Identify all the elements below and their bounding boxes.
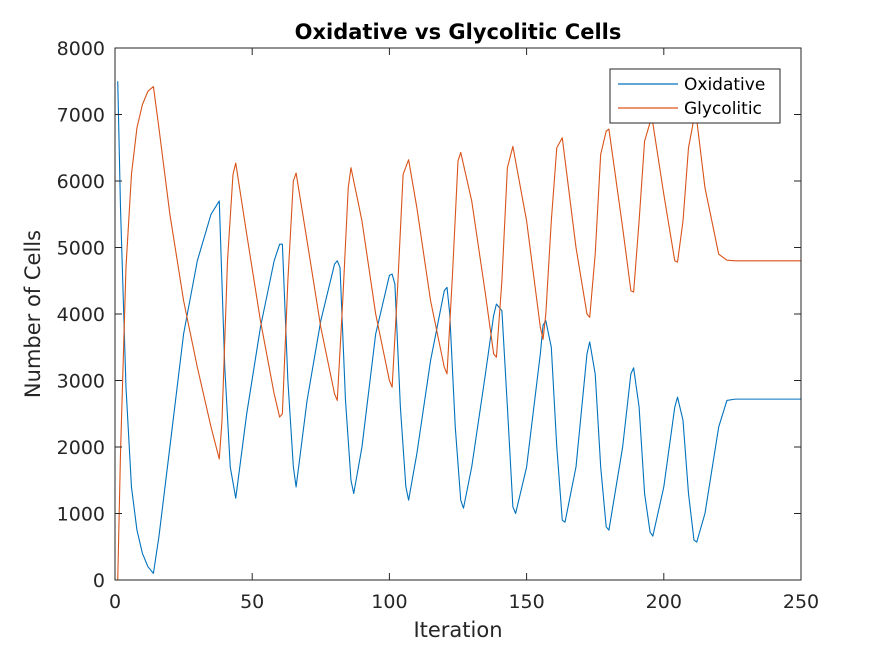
x-tick-label: 0 bbox=[109, 591, 121, 613]
legend-box bbox=[609, 68, 781, 124]
chart-title: Oxidative vs Glycolitic Cells bbox=[295, 20, 622, 44]
y-tick-label: 3000 bbox=[57, 371, 105, 393]
y-tick-label: 4000 bbox=[57, 304, 105, 326]
x-tick-label: 150 bbox=[508, 591, 544, 613]
plot-area bbox=[115, 48, 801, 580]
x-tick-label: 50 bbox=[240, 591, 264, 613]
y-axis-title: Number of Cells bbox=[21, 230, 45, 398]
x-tick-label: 250 bbox=[783, 591, 819, 613]
y-tick-label: 7000 bbox=[57, 105, 105, 127]
y-tick-label: 2000 bbox=[57, 437, 105, 459]
y-tick-label: 5000 bbox=[57, 238, 105, 260]
legend-label-glycolitic: Glycolitic bbox=[684, 99, 762, 119]
y-tick-label: 0 bbox=[93, 570, 105, 592]
x-axis-title: Iteration bbox=[413, 618, 502, 642]
y-tick-label: 6000 bbox=[57, 171, 105, 193]
y-tick-label: 1000 bbox=[57, 504, 105, 526]
ticks-layer: 0 50 100 150 200 250 0 1000 2000 3000 4000 5000 6000… bbox=[57, 38, 819, 613]
y-tick-label: 8000 bbox=[57, 38, 105, 60]
x-tick-label: 200 bbox=[646, 591, 682, 613]
series-line-oxidative bbox=[117, 81, 801, 574]
legend-label-oxidative: Oxidative bbox=[684, 75, 765, 95]
legend: Oxidative Glycolitic bbox=[609, 68, 781, 124]
x-tick-label: 100 bbox=[371, 591, 407, 613]
